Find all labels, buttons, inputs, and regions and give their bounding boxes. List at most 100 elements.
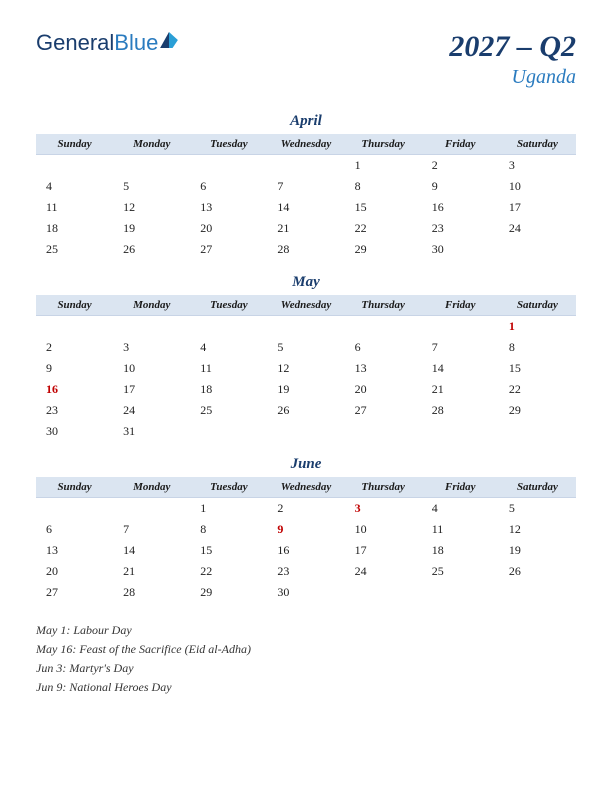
calendar-cell	[422, 582, 499, 603]
day-header: Thursday	[345, 477, 422, 498]
calendar-cell: 25	[36, 239, 113, 260]
calendar-cell: 16	[36, 379, 113, 400]
day-header: Saturday	[499, 134, 576, 155]
calendar-cell: 18	[422, 540, 499, 561]
month-name: May	[36, 274, 576, 291]
calendar-cell: 4	[422, 498, 499, 520]
calendar-cell: 29	[190, 582, 267, 603]
calendar-row: 9101112131415	[36, 358, 576, 379]
calendar-cell	[422, 316, 499, 338]
calendar-cell	[267, 316, 344, 338]
calendar-cell: 28	[267, 239, 344, 260]
calendar-cell: 19	[499, 540, 576, 561]
calendar-cell: 7	[267, 176, 344, 197]
calendar-row: 3031	[36, 421, 576, 442]
calendar-cell: 20	[36, 561, 113, 582]
holiday-list: May 1: Labour DayMay 16: Feast of the Sa…	[36, 621, 576, 696]
calendar-cell: 8	[345, 176, 422, 197]
day-header: Saturday	[499, 295, 576, 316]
calendar-cell: 15	[345, 197, 422, 218]
calendar-cell: 21	[422, 379, 499, 400]
calendar-cell: 11	[422, 519, 499, 540]
calendar-row: 16171819202122	[36, 379, 576, 400]
logo-mark-icon	[160, 32, 178, 48]
calendar-row: 13141516171819	[36, 540, 576, 561]
calendar-cell: 26	[267, 400, 344, 421]
calendar-cell: 14	[267, 197, 344, 218]
calendar-cell: 1	[499, 316, 576, 338]
calendar-cell: 29	[345, 239, 422, 260]
country-title: Uganda	[449, 66, 576, 89]
calendar-cell: 18	[36, 218, 113, 239]
calendar-cell: 20	[345, 379, 422, 400]
calendar-cell: 26	[499, 561, 576, 582]
calendar-cell: 12	[267, 358, 344, 379]
quarter-title: 2027 – Q2	[449, 30, 576, 64]
month-block: AprilSundayMondayTuesdayWednesdayThursda…	[36, 113, 576, 260]
logo-text-1: General	[36, 30, 114, 56]
calendar-cell: 26	[113, 239, 190, 260]
calendar-cell: 29	[499, 400, 576, 421]
calendar-cell	[190, 155, 267, 177]
calendar-cell	[345, 421, 422, 442]
header: GeneralBlue 2027 – Q2 Uganda	[36, 30, 576, 89]
calendar-row: 20212223242526	[36, 561, 576, 582]
title-block: 2027 – Q2 Uganda	[449, 30, 576, 89]
calendar-cell: 31	[113, 421, 190, 442]
calendar-cell: 10	[345, 519, 422, 540]
calendar-cell: 3	[345, 498, 422, 520]
calendar-row: 23242526272829	[36, 400, 576, 421]
calendar-cell: 13	[190, 197, 267, 218]
calendar-cell: 9	[267, 519, 344, 540]
calendar-cell: 7	[113, 519, 190, 540]
calendar-cell: 20	[190, 218, 267, 239]
calendar-cell: 14	[113, 540, 190, 561]
calendar-cell: 5	[267, 337, 344, 358]
day-header: Friday	[422, 134, 499, 155]
calendar-cell: 22	[345, 218, 422, 239]
calendar-cell: 5	[499, 498, 576, 520]
logo: GeneralBlue	[36, 30, 178, 56]
calendar-row: 11121314151617	[36, 197, 576, 218]
day-header: Thursday	[345, 134, 422, 155]
calendar-cell: 11	[190, 358, 267, 379]
calendar-row: 123	[36, 155, 576, 177]
calendar-cell: 24	[345, 561, 422, 582]
calendar-cell: 12	[499, 519, 576, 540]
calendar-cell: 6	[36, 519, 113, 540]
month-name: June	[36, 456, 576, 473]
day-header: Monday	[113, 295, 190, 316]
calendar-cell: 27	[190, 239, 267, 260]
calendar-cell: 5	[113, 176, 190, 197]
day-header: Sunday	[36, 477, 113, 498]
calendar-cell: 23	[267, 561, 344, 582]
calendar-cell: 27	[36, 582, 113, 603]
calendar-row: 252627282930	[36, 239, 576, 260]
calendar-cell: 25	[422, 561, 499, 582]
calendar-cell: 23	[422, 218, 499, 239]
calendar-row: 1	[36, 316, 576, 338]
calendar-cell: 15	[499, 358, 576, 379]
calendar-cell: 17	[499, 197, 576, 218]
calendar-cell: 13	[36, 540, 113, 561]
calendar-cell: 17	[345, 540, 422, 561]
calendar-cell: 1	[345, 155, 422, 177]
calendar-cell: 24	[499, 218, 576, 239]
day-header: Monday	[113, 477, 190, 498]
calendar-cell	[499, 421, 576, 442]
calendar-cell: 21	[267, 218, 344, 239]
calendar-cell	[36, 498, 113, 520]
calendar-cell: 3	[499, 155, 576, 177]
calendar-table: SundayMondayTuesdayWednesdayThursdayFrid…	[36, 295, 576, 442]
calendar-cell: 28	[113, 582, 190, 603]
calendar-cell: 27	[345, 400, 422, 421]
calendar-cell: 15	[190, 540, 267, 561]
calendar-cell	[499, 239, 576, 260]
day-header: Wednesday	[267, 477, 344, 498]
holiday-item: Jun 9: National Heroes Day	[36, 678, 576, 696]
calendar-row: 12345	[36, 498, 576, 520]
day-header: Friday	[422, 295, 499, 316]
calendar-cell	[113, 498, 190, 520]
month-block: May SundayMondayTuesdayWednesdayThursdayF…	[36, 274, 576, 442]
calendar-cell: 19	[113, 218, 190, 239]
